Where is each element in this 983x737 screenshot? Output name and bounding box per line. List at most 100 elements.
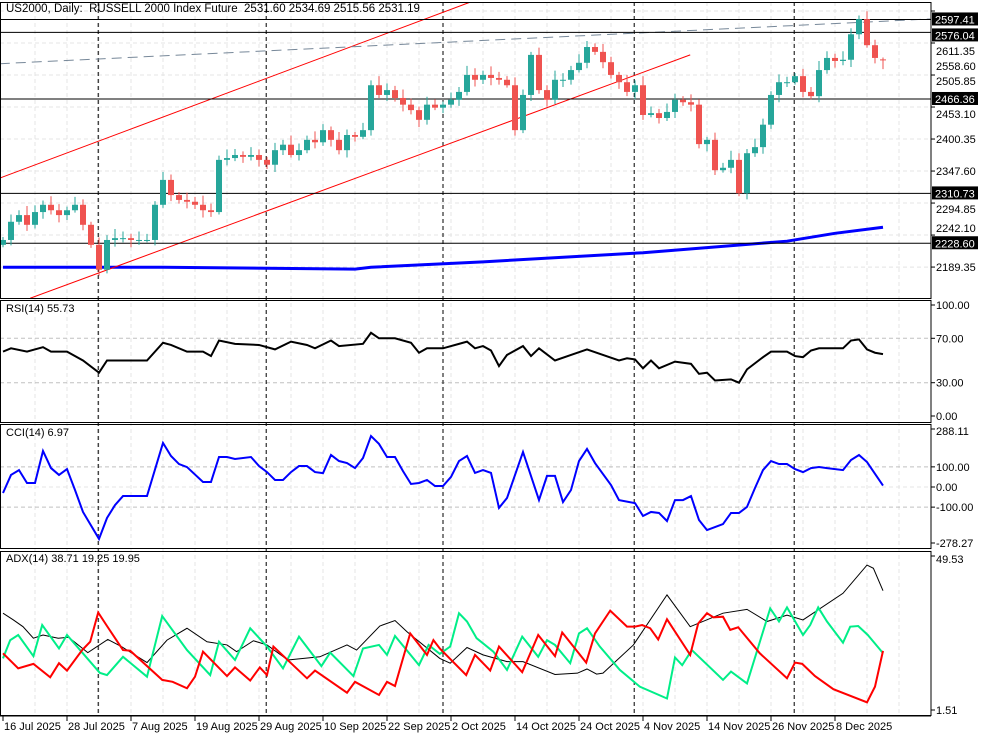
candle-body xyxy=(416,110,422,120)
candle-body xyxy=(112,238,118,240)
candle xyxy=(576,54,582,73)
candle xyxy=(608,56,614,79)
candle xyxy=(520,89,526,134)
price-level-badge xyxy=(932,91,978,105)
candle xyxy=(200,195,206,218)
candle xyxy=(192,196,198,210)
candle-body xyxy=(40,204,46,213)
candle xyxy=(752,138,758,157)
candle-body xyxy=(568,70,574,80)
candle-body xyxy=(424,104,430,120)
candle-body xyxy=(688,102,694,105)
price-axis-label: 2453.10 xyxy=(936,109,976,121)
main-pane xyxy=(0,2,931,298)
candle xyxy=(832,53,838,68)
candle xyxy=(560,73,566,88)
candle xyxy=(840,51,846,66)
candle-body xyxy=(200,204,206,211)
price-axis-label: 2400.35 xyxy=(936,134,976,146)
candle xyxy=(584,40,590,69)
candle-body xyxy=(336,139,342,151)
candle-body xyxy=(64,210,70,216)
candle-body xyxy=(472,74,478,80)
candle xyxy=(112,229,118,247)
candle-body xyxy=(584,47,590,63)
price-axis-label: 2294.85 xyxy=(936,204,976,216)
candle-body xyxy=(312,139,318,143)
candle-body xyxy=(344,134,350,151)
candle xyxy=(40,200,46,219)
cci-axis-label: 100.00 xyxy=(936,462,970,474)
candle-body xyxy=(176,195,182,200)
candle-body xyxy=(152,204,158,240)
price-level-label: 2466.36 xyxy=(935,94,975,106)
price-axis-label: 2242.10 xyxy=(936,223,976,235)
candle xyxy=(536,47,542,94)
candle-body xyxy=(352,134,358,137)
candle xyxy=(464,65,470,96)
candle xyxy=(784,76,790,88)
candle-body xyxy=(488,74,494,78)
time-axis-label: 19 Aug 2025 xyxy=(196,721,258,733)
candle-body xyxy=(696,104,702,145)
candle xyxy=(632,80,638,100)
price-level-label: 2597.41 xyxy=(935,14,975,26)
candle xyxy=(368,80,374,136)
ohlc-readout: 2531.60 2534.69 2515.56 2531.19 xyxy=(244,3,420,15)
candle-body xyxy=(144,239,150,241)
candle xyxy=(208,203,214,217)
candle xyxy=(408,98,414,115)
candle xyxy=(712,132,718,176)
candle xyxy=(592,43,598,55)
candle-body xyxy=(856,19,862,35)
candle xyxy=(136,231,142,245)
long-trendline-line xyxy=(0,18,931,65)
candle-body xyxy=(872,45,878,58)
candle-body xyxy=(784,82,790,84)
candle xyxy=(312,131,318,149)
candle-body xyxy=(672,99,678,112)
candle-body xyxy=(24,215,30,225)
candle-body xyxy=(80,204,86,225)
candle-body xyxy=(648,113,654,115)
candle-body xyxy=(96,244,102,270)
candle-body xyxy=(840,59,846,61)
candle xyxy=(256,149,262,167)
candle xyxy=(488,66,494,86)
candle-body xyxy=(88,224,94,245)
time-axis-label: 14 Nov 2025 xyxy=(708,721,770,733)
candle xyxy=(24,205,30,231)
candle-body xyxy=(232,155,238,159)
candle-body xyxy=(384,90,390,95)
candle-body xyxy=(464,74,470,92)
candle xyxy=(72,196,78,213)
candle xyxy=(648,106,654,118)
plus-di-line xyxy=(2,605,884,700)
candle-body xyxy=(616,74,622,83)
candle-body xyxy=(56,210,62,216)
candle xyxy=(720,162,726,173)
candle-body xyxy=(848,34,854,60)
candle-body xyxy=(224,158,230,160)
candle-body xyxy=(16,215,22,222)
candle xyxy=(320,124,326,146)
candle xyxy=(144,233,150,243)
candle-body xyxy=(736,159,742,194)
candle xyxy=(304,135,310,154)
candle xyxy=(736,153,742,197)
candle-body xyxy=(376,85,382,95)
candle xyxy=(768,91,774,129)
candle xyxy=(616,71,622,89)
candle xyxy=(152,201,158,246)
candle xyxy=(824,51,830,74)
adx-label: ADX(14) 38.71 19.25 19.95 xyxy=(6,553,140,565)
candle-body xyxy=(720,167,726,171)
candle-body xyxy=(240,155,246,157)
candle-body xyxy=(296,150,302,156)
candle xyxy=(448,92,454,108)
candle-body xyxy=(288,144,294,156)
candle-body xyxy=(120,238,126,240)
candle-body xyxy=(448,99,454,105)
candle-body xyxy=(8,221,14,240)
